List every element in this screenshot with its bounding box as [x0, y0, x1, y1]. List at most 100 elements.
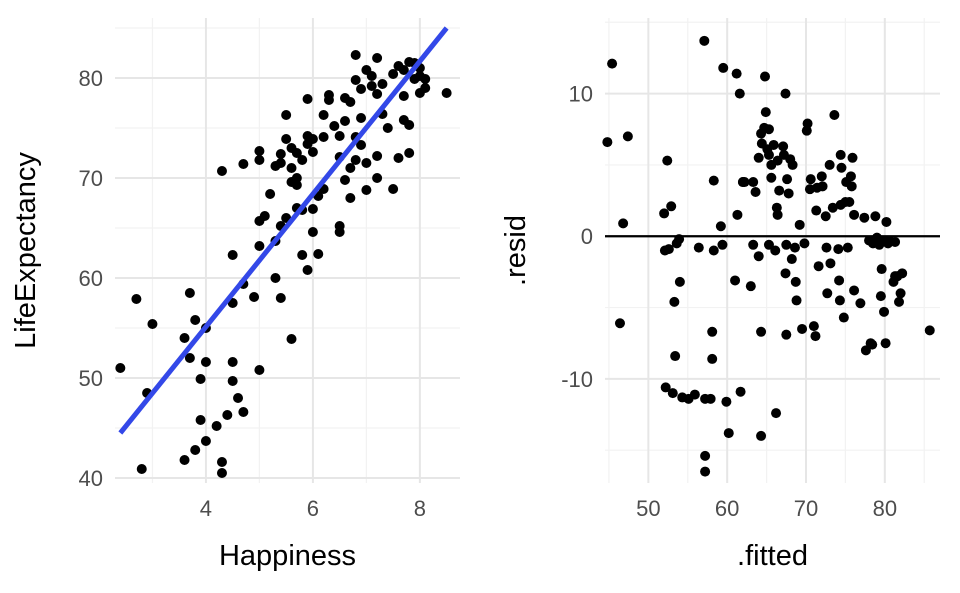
data-point: [693, 242, 704, 253]
data-point: [179, 333, 190, 343]
data-point: [880, 338, 891, 349]
data-point: [340, 175, 350, 185]
data-point: [356, 140, 367, 150]
data-point: [768, 139, 779, 150]
data-point: [286, 334, 297, 344]
data-point: [340, 116, 350, 126]
y-axis-title: .resid: [500, 215, 532, 286]
data-point: [794, 219, 805, 230]
x-tick-label: 8: [414, 496, 426, 521]
data-point: [372, 151, 383, 161]
data-point: [820, 211, 831, 222]
data-point: [254, 146, 265, 156]
data-point: [614, 318, 625, 329]
data-point: [836, 162, 847, 173]
data-point: [770, 245, 781, 256]
data-point: [195, 415, 206, 425]
data-point: [318, 132, 329, 142]
data-point: [233, 393, 244, 403]
data-point: [780, 268, 791, 279]
data-point: [393, 153, 404, 163]
x-axis-title: .fitted: [737, 540, 808, 572]
data-point: [372, 89, 383, 99]
data-point: [291, 173, 302, 183]
data-point: [824, 159, 835, 170]
data-point: [382, 123, 393, 133]
life-expectancy-vs-happiness-plot: 4 6 8 40 50 60 70 80 Happiness LifeExpectancy: [10, 18, 460, 572]
data-point: [307, 227, 318, 237]
y-tick-label: 70: [79, 166, 103, 191]
data-point: [356, 113, 367, 123]
data-point: [833, 244, 844, 255]
x-tick-label: 70: [794, 496, 818, 521]
data-point: [750, 187, 761, 198]
data-point: [366, 81, 377, 91]
data-point: [787, 159, 798, 170]
data-point: [216, 468, 227, 478]
data-point: [372, 173, 383, 183]
data-point: [924, 325, 935, 336]
data-point: [771, 408, 782, 419]
data-point: [797, 323, 808, 334]
data-point: [847, 152, 858, 163]
data-point: [730, 275, 741, 286]
data-point: [791, 295, 802, 306]
data-point: [302, 265, 313, 275]
data-point: [254, 155, 265, 165]
data-point: [705, 393, 716, 404]
data-point: [748, 177, 759, 188]
data-point: [805, 174, 816, 185]
data-point: [849, 285, 860, 296]
data-point: [669, 296, 680, 307]
x-tick-label: 80: [873, 496, 897, 521]
data-point: [254, 365, 265, 375]
data-point: [666, 201, 677, 212]
data-point: [827, 202, 838, 213]
data-point: [147, 319, 158, 329]
data-point: [184, 353, 195, 363]
data-point: [849, 209, 860, 220]
x-tick-label: 60: [715, 496, 739, 521]
data-point: [859, 212, 870, 223]
data-point: [715, 221, 726, 232]
x-tick-label: 50: [636, 496, 660, 521]
data-point: [227, 376, 238, 386]
data-point: [855, 298, 866, 309]
y-axis-title: LifeExpectancy: [10, 152, 42, 349]
data-point: [772, 209, 783, 220]
data-point: [216, 166, 227, 176]
data-point: [329, 121, 340, 131]
data-point: [307, 147, 318, 157]
data-point: [227, 250, 238, 260]
y-tick-label: 80: [79, 66, 103, 91]
data-point: [345, 163, 356, 173]
data-point: [281, 134, 292, 144]
data-point: [291, 180, 302, 190]
data-point: [781, 239, 792, 250]
data-point: [789, 242, 800, 253]
y-tick-label: -10: [561, 367, 593, 392]
data-point: [377, 79, 388, 89]
data-point: [275, 293, 286, 303]
data-point: [190, 445, 201, 455]
data-point: [420, 74, 431, 84]
data-point: [281, 110, 292, 120]
data-point: [270, 273, 281, 283]
data-point: [350, 75, 361, 85]
data-point: [307, 204, 318, 214]
data-point: [361, 158, 372, 168]
data-point: [179, 455, 190, 465]
data-point: [731, 68, 742, 79]
data-point: [404, 120, 415, 130]
data-point: [420, 83, 431, 93]
data-point: [708, 245, 719, 256]
data-point: [667, 388, 678, 399]
data-point: [699, 35, 710, 46]
data-point: [222, 410, 233, 420]
data-point: [674, 276, 685, 287]
data-point: [707, 353, 718, 364]
data-point: [753, 251, 764, 262]
data-point: [835, 149, 846, 160]
data-point: [659, 208, 670, 219]
